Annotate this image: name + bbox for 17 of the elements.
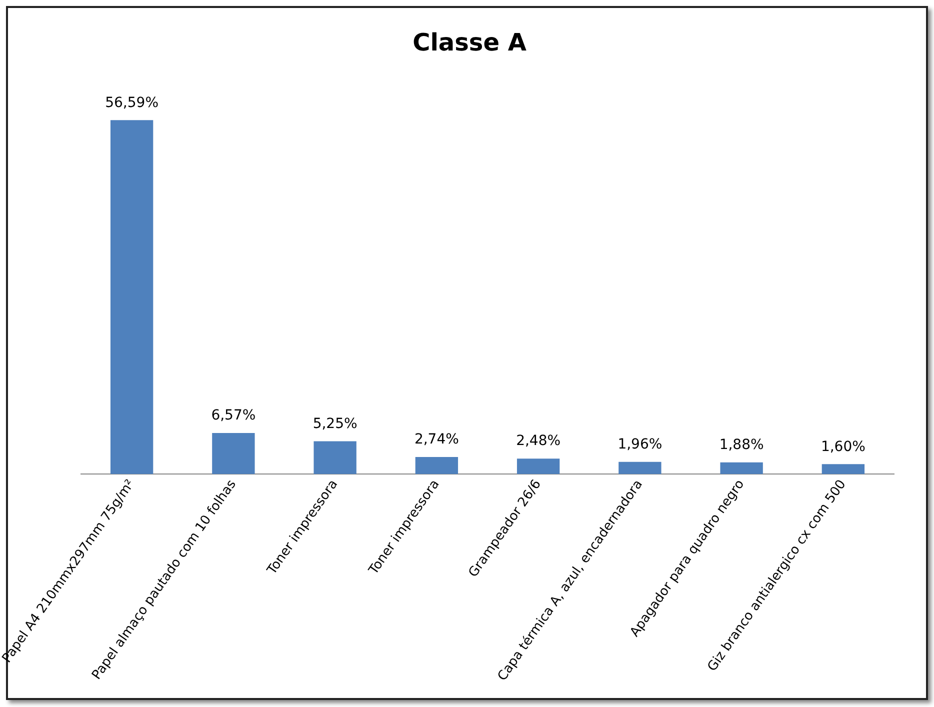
bar [516, 458, 560, 474]
data-label: 2,48% [516, 433, 561, 450]
data-label: 5,25% [312, 416, 358, 432]
data-label: 56,59% [105, 94, 159, 111]
bar [212, 433, 255, 474]
chart-title: Classe A [412, 28, 527, 57]
data-label: 1,60% [820, 438, 866, 455]
bar [314, 441, 356, 474]
bar [110, 120, 154, 474]
data-label: 1,96% [618, 436, 662, 452]
bar [618, 462, 662, 474]
bar [415, 456, 458, 474]
bar [720, 462, 763, 474]
data-label: 1,88% [719, 437, 764, 453]
data-label: 2,74% [414, 432, 459, 448]
data-label: 6,57% [211, 408, 256, 424]
bar [822, 464, 865, 474]
